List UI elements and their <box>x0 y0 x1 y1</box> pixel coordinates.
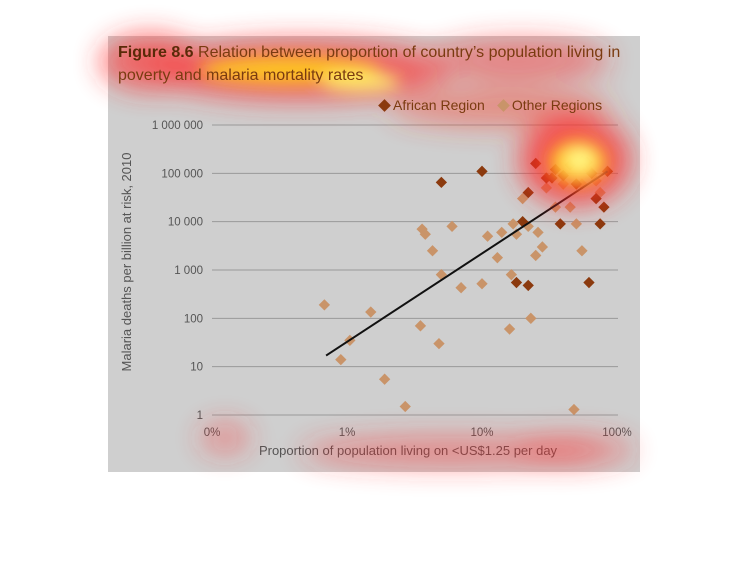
data-point-other <box>433 337 445 350</box>
data-point-other <box>318 299 331 311</box>
data-point-other <box>335 353 347 366</box>
data-point-other <box>503 323 516 335</box>
data-point-other <box>507 218 519 230</box>
data-point-other <box>496 226 508 239</box>
x-tick-label: 100% <box>602 427 631 439</box>
data-point-other <box>365 306 377 318</box>
data-point-other <box>564 201 576 213</box>
y-tick-label: 10 000 <box>168 217 203 229</box>
data-point-other <box>414 320 427 332</box>
figure-caption: Relation between proportion of country’s… <box>118 44 621 84</box>
data-point-other <box>576 245 588 257</box>
data-point-other <box>532 226 544 239</box>
data-point-african <box>594 218 606 230</box>
x-tick-label: 0% <box>204 427 221 439</box>
x-tick-label: 10% <box>470 427 493 439</box>
figure-number: Figure 8.6 <box>118 44 194 61</box>
data-point-other <box>426 245 439 257</box>
y-tick-label: 1 000 <box>174 265 203 277</box>
data-point-other <box>481 230 494 242</box>
data-point-african <box>598 201 610 213</box>
y-axis-title: Malaria deaths per billion at risk, 2010 <box>119 153 134 372</box>
data-point-other <box>510 228 523 240</box>
data-point-other <box>570 218 583 230</box>
legend-label-other: Other Regions <box>511 97 603 113</box>
trendline <box>325 170 609 357</box>
y-tick-label: 1 000 000 <box>152 120 203 132</box>
data-point-other <box>476 278 488 290</box>
data-point-other <box>536 241 549 253</box>
data-point-african <box>583 276 595 289</box>
y-tick-label: 1 <box>197 410 203 422</box>
data-point-african <box>522 279 534 292</box>
diamond-icon <box>496 98 510 112</box>
data-point-other <box>399 400 411 413</box>
data-point-african <box>554 218 566 230</box>
data-point-african <box>557 169 569 182</box>
data-point-african <box>510 276 523 289</box>
figure-title: Figure 8.6 Relation between proportion o… <box>118 41 638 87</box>
data-point-other <box>455 282 467 294</box>
x-axis-title: Proportion of population living on <US$1… <box>259 443 558 458</box>
data-point-other <box>491 252 504 264</box>
data-point-african <box>435 176 448 189</box>
data-point-other <box>505 269 518 281</box>
legend-label-african: African Region <box>393 97 485 113</box>
data-point-other <box>419 228 431 240</box>
data-point-other <box>378 373 391 385</box>
x-tick-label: 1% <box>339 427 356 439</box>
diamond-icon <box>378 98 391 112</box>
data-point-african <box>530 157 542 170</box>
data-point-other <box>446 220 458 233</box>
data-point-other <box>530 249 542 262</box>
data-point-other <box>540 182 553 194</box>
data-point-african <box>476 165 488 177</box>
y-tick-label: 100 <box>184 313 203 325</box>
y-tick-label: 100 000 <box>161 168 203 180</box>
legend-item-african: African Region <box>378 97 485 113</box>
data-point-other <box>568 403 580 416</box>
y-tick-label: 10 <box>190 362 203 374</box>
legend-item-other: Other Regions <box>496 97 603 113</box>
data-point-african <box>564 159 576 171</box>
data-point-other <box>525 312 537 324</box>
chart-legend: African Region Other Regions <box>378 97 603 113</box>
